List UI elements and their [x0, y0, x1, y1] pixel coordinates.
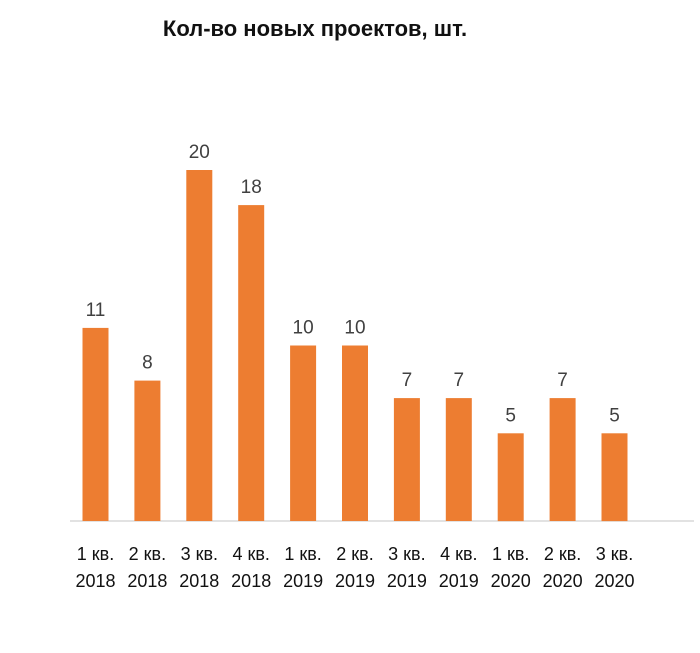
bar-7 — [393, 398, 420, 521]
tick-label-8: 4 кв. 2019 — [439, 544, 479, 591]
value-label-8: 7 — [454, 370, 465, 391]
value-label-6: 10 — [344, 318, 365, 339]
bar-4 — [238, 205, 265, 521]
tick-label-6: 2 кв. 2019 — [335, 544, 375, 591]
value-label-2: 8 — [142, 353, 153, 374]
bar-1 — [82, 327, 109, 521]
value-labels-group: 11 8 20 18 10 10 7 7 5 7 5 — [86, 142, 620, 426]
value-label-3: 20 — [189, 142, 210, 163]
bar-2 — [134, 380, 161, 521]
tick-label-10: 2 кв. 2020 — [543, 544, 583, 591]
chart-title: Кол-во новых проектов, шт. — [162, 16, 468, 41]
value-label-9: 5 — [505, 405, 516, 426]
tick-label-11: 3 кв. 2020 — [594, 544, 634, 591]
tick-label-2: 2 кв. 2018 — [127, 544, 167, 591]
bar-6 — [342, 345, 368, 521]
bar-3 — [186, 170, 213, 521]
bar-5 — [290, 345, 317, 521]
value-label-10: 7 — [557, 370, 568, 391]
value-label-5: 10 — [293, 318, 314, 339]
bars-group — [82, 170, 628, 522]
tick-label-9: 1 кв. 2020 — [491, 544, 531, 591]
tick-label-4: 4 кв. 2018 — [231, 544, 271, 591]
tick-label-3: 3 кв. 2018 — [179, 544, 219, 591]
bar-10 — [549, 398, 576, 521]
bar-9 — [497, 433, 524, 522]
bar-8 — [445, 398, 472, 521]
bar-11 — [601, 433, 628, 522]
tick-label-1: 1 кв. 2018 — [75, 544, 115, 591]
tick-labels-group: 1 кв. 2018 2 кв. 2018 3 кв. 2018 4 кв. 2018 1 кв… — [75, 544, 634, 591]
value-label-1: 11 — [86, 300, 106, 321]
value-label-4: 18 — [241, 177, 262, 198]
tick-label-7: 3 кв. 2019 — [387, 544, 427, 591]
tick-label-5: 1 кв. 2019 — [283, 544, 323, 591]
value-label-7: 7 — [402, 370, 413, 391]
value-label-11: 5 — [609, 405, 620, 426]
